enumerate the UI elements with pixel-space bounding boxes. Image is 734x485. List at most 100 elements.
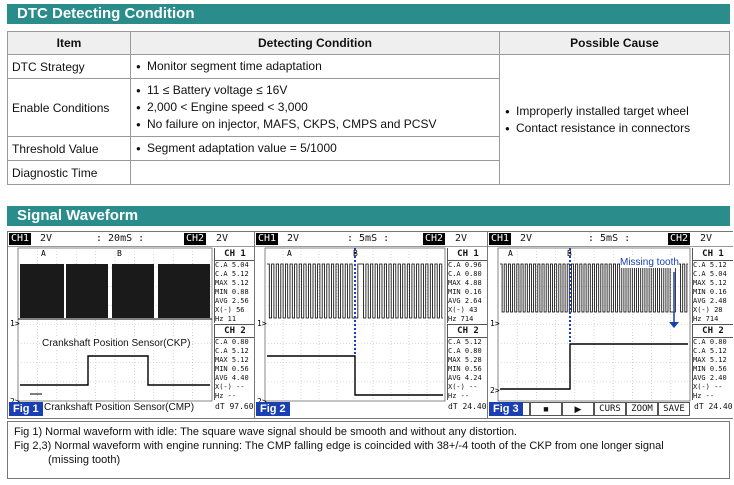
readout-line: MIN 0.16 bbox=[448, 288, 482, 296]
save-button[interactable]: SAVE bbox=[658, 402, 690, 416]
readout-line: X(-) 28 bbox=[693, 306, 723, 314]
zoom-button[interactable]: ZOOM bbox=[626, 402, 658, 416]
ch1-tag: CH1 bbox=[9, 233, 32, 245]
readout-line: MIN 0.56 bbox=[448, 365, 482, 373]
ch1-readout: CH 1 C.A 5.12 C.A 5.04 MAX 5.12 MIN 0.16… bbox=[692, 248, 733, 323]
readout-line: X(-) -- bbox=[448, 383, 478, 391]
readout-line: C.A 5.04 bbox=[693, 270, 727, 278]
scope-header: CH1 2V : 5mS : CH2 2V bbox=[255, 232, 488, 247]
header-cause: Possible Cause bbox=[499, 31, 730, 55]
waveform-figures: CH1 2V : 20mS : CH2 2V 1> 2> A B Cranksh… bbox=[7, 231, 733, 419]
ch2-panel-title: CH 2 bbox=[215, 325, 255, 338]
readout-line: Hz 11 bbox=[215, 315, 237, 323]
svg-text:B: B bbox=[567, 249, 572, 258]
svg-text:1>: 1> bbox=[257, 319, 267, 328]
svg-text:B: B bbox=[117, 249, 122, 258]
stop-button[interactable]: ■ bbox=[530, 402, 562, 416]
ch2-tag: CH2 bbox=[668, 233, 691, 245]
condition: No failure on injector, MAFS, CKPS, CMPS… bbox=[135, 116, 495, 133]
ckp-band bbox=[158, 264, 210, 318]
fig2-label: Fig 2 bbox=[256, 402, 290, 416]
fig1-label: Fig 1 bbox=[9, 402, 43, 416]
ch1-volt: 2V bbox=[287, 233, 300, 244]
dt-readout: dT 97.60 bbox=[215, 402, 254, 411]
ch2-readout: CH 2 C.A 0.80 C.A 5.12 MAX 5.12 MIN 0.56… bbox=[692, 324, 733, 400]
ckp-band bbox=[20, 264, 64, 318]
readout-line: C.A 5.12 bbox=[693, 347, 727, 355]
ckp-trace bbox=[267, 263, 443, 319]
readout-line: Hz -- bbox=[693, 392, 715, 400]
ch2-readout: CH 2 C.A 0.80 C.A 5.12 MAX 5.12 MIN 0.56… bbox=[214, 324, 255, 400]
readout-line: Hz 714 bbox=[448, 315, 474, 323]
readout-line: Hz -- bbox=[448, 392, 470, 400]
ckp-label: Crankshaft Position Sensor(CKP) bbox=[42, 338, 191, 349]
svg-text:A: A bbox=[41, 249, 46, 258]
ch1-readout: CH 1 C.A 0.96 C.A 0.80 MAX 4.88 MIN 0.16… bbox=[447, 248, 488, 323]
cmp-label: Crankshaft Position Sensor(CMP) bbox=[44, 402, 195, 413]
readout-line: MAX 5.28 bbox=[448, 356, 482, 364]
svg-text:2>: 2> bbox=[257, 397, 267, 406]
condition: Segment adaptation value = 5/1000 bbox=[135, 140, 495, 157]
readout-line: C.A 0.80 bbox=[448, 270, 482, 278]
readout-line: MAX 5.12 bbox=[693, 279, 727, 287]
row-conditions bbox=[130, 160, 500, 185]
readout-line: Hz 714 bbox=[693, 315, 719, 323]
condition: Monitor segment time adaptation bbox=[135, 58, 495, 75]
scope-fig2: CH1 2V : 5mS : CH2 2V 1> 2> A B Fig 2 CH… bbox=[254, 232, 488, 418]
readout-line: C.A 5.12 bbox=[215, 270, 249, 278]
curs-button[interactable]: CURS bbox=[594, 402, 626, 416]
ch1-volt: 2V bbox=[40, 233, 53, 244]
next-button[interactable]: ▶ bbox=[562, 402, 594, 416]
row-item: Threshold Value bbox=[7, 136, 131, 161]
readout-line: X(-) 43 bbox=[448, 306, 478, 314]
ch1-readout: CH 1 C.A 5.04 C.A 5.12 MAX 5.12 MIN 0.88… bbox=[214, 248, 255, 323]
cause-cell: Improperly installed target wheel Contac… bbox=[499, 54, 730, 185]
ch2-readout: CH 2 C.A 5.12 C.A 0.80 MAX 5.28 MIN 0.56… bbox=[447, 324, 488, 400]
dtc-table: Item Detecting Condition Possible Cause … bbox=[7, 31, 730, 185]
ch2-volt: 2V bbox=[216, 233, 229, 244]
ch2-tag: CH2 bbox=[184, 233, 207, 245]
svg-text:2>: 2> bbox=[10, 397, 20, 406]
readout-line: AVG 2.48 bbox=[693, 297, 727, 305]
readout-line: X(-) -- bbox=[215, 383, 245, 391]
readout-line: MIN 0.56 bbox=[693, 365, 727, 373]
readout-line: AVG 2.40 bbox=[693, 374, 727, 382]
svg-text:A: A bbox=[287, 249, 292, 258]
caption-line: (missing tooth) bbox=[48, 454, 121, 466]
scope-screen: 1> 2> A B bbox=[257, 247, 446, 406]
scope-screen: 1> 2> A B bbox=[490, 247, 691, 402]
readout-line: C.A 0.96 bbox=[448, 261, 482, 269]
svg-text:1>: 1> bbox=[10, 319, 20, 328]
row-conditions: 11 ≤ Battery voltage ≤ 16V 2,000 < Engin… bbox=[130, 78, 500, 137]
ch2-tag: CH2 bbox=[423, 233, 446, 245]
row-conditions: Segment adaptation value = 5/1000 bbox=[130, 136, 500, 161]
svg-text:2>: 2> bbox=[490, 386, 500, 395]
readout-line: X(-) -- bbox=[693, 383, 723, 391]
time-div: : 5mS : bbox=[347, 233, 390, 244]
ch2-panel-title: CH 2 bbox=[448, 325, 488, 338]
header-condition: Detecting Condition bbox=[130, 31, 500, 55]
dt-readout: dT 24.40 bbox=[448, 402, 487, 411]
scope-header: CH1 2V : 5mS : CH2 2V bbox=[488, 232, 733, 247]
readout-line: C.A 0.80 bbox=[693, 338, 727, 346]
readout-line: MIN 0.16 bbox=[693, 288, 727, 296]
ckp-band bbox=[112, 264, 154, 318]
scope-header: CH1 2V : 20mS : CH2 2V bbox=[8, 232, 255, 247]
time-div: : 20mS : bbox=[96, 233, 145, 244]
readout-line: MIN 0.56 bbox=[215, 365, 249, 373]
ch1-panel-title: CH 1 bbox=[215, 248, 255, 261]
condition: 11 ≤ Battery voltage ≤ 16V bbox=[135, 82, 495, 99]
condition: 2,000 < Engine speed < 3,000 bbox=[135, 99, 495, 116]
ckp-band bbox=[66, 264, 108, 318]
scope-fig1: CH1 2V : 20mS : CH2 2V 1> 2> A B Cranksh… bbox=[8, 232, 255, 418]
readout-line: MAX 4.88 bbox=[448, 279, 482, 287]
row-item: Enable Conditions bbox=[7, 78, 131, 137]
readout-line: X(-) 56 bbox=[215, 306, 245, 314]
svg-text:1>: 1> bbox=[490, 319, 500, 328]
ch1-volt: 2V bbox=[520, 233, 533, 244]
row-item: Diagnostic Time bbox=[7, 160, 131, 185]
readout-line: C.A 5.12 bbox=[448, 338, 482, 346]
ch2-volt: 2V bbox=[700, 233, 713, 244]
readout-line: MIN 0.88 bbox=[215, 288, 249, 296]
dt-readout: dT 24.40 bbox=[694, 402, 733, 411]
